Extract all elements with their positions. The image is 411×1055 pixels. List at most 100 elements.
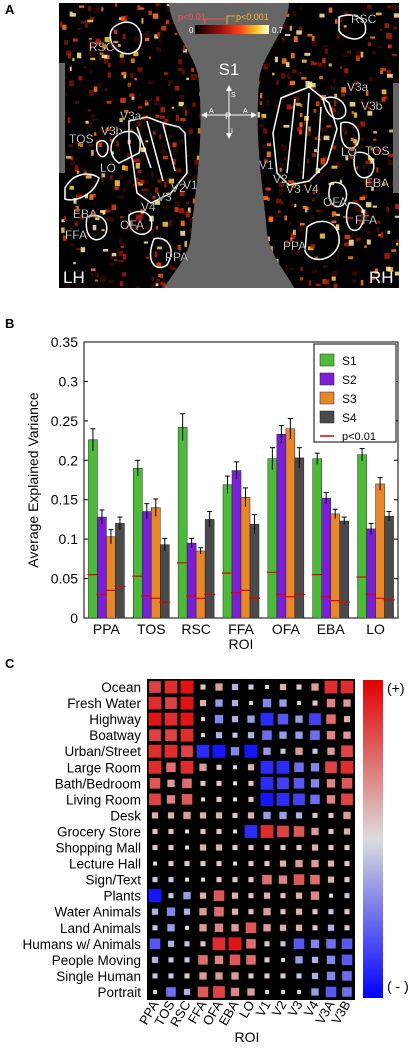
heatmap-cell (344, 716, 350, 722)
activation-speck (309, 280, 311, 286)
heatmap-cell (184, 861, 189, 866)
heatmap-cell (167, 780, 174, 787)
activation-speck (322, 58, 325, 63)
heatmap-cell (312, 925, 317, 930)
activation-speck (356, 55, 360, 58)
activation-speck (323, 45, 328, 47)
heatmap-cell (343, 732, 350, 739)
activation-speck (148, 80, 154, 84)
activation-speck (348, 256, 353, 259)
x-tick-label: LO (366, 621, 385, 637)
activation-speck (283, 24, 287, 29)
activation-speck (109, 263, 114, 266)
activation-speck (136, 163, 140, 169)
activation-speck (157, 247, 162, 250)
activation-speck (115, 3, 117, 7)
activation-speck (160, 116, 165, 119)
activation-speck (145, 100, 148, 103)
activation-speck (100, 276, 106, 282)
activation-speck (329, 63, 332, 66)
activation-speck (324, 63, 326, 69)
activation-speck (180, 231, 185, 236)
row-label: Living Room (66, 792, 141, 807)
activation-speck (81, 21, 86, 23)
heatmap-cell (277, 793, 290, 806)
heatmap-cell (325, 761, 337, 773)
heatmap-cell (149, 713, 162, 726)
heatmap-cell (245, 745, 258, 758)
activation-speck (332, 277, 336, 281)
heatmap-cell (329, 894, 333, 898)
heatmap-cell (213, 745, 226, 758)
activation-speck (281, 73, 285, 78)
heatmap-cell (295, 860, 302, 867)
activation-speck (275, 104, 277, 109)
y-tick-label: 0.1 (59, 531, 79, 547)
heatmap-cell (312, 957, 318, 963)
x-tick-label: TOS (137, 621, 166, 637)
activation-speck (156, 279, 160, 281)
heatmap-cell (200, 700, 206, 706)
heatmap-cell (263, 699, 271, 707)
activation-speck (71, 161, 75, 166)
activation-speck (395, 216, 399, 218)
activation-speck (387, 74, 393, 78)
row-label: Sign/Text (85, 873, 141, 888)
activation-speck (347, 217, 353, 219)
activation-speck (120, 98, 126, 103)
label-ppa-right: PPA (283, 239, 306, 253)
label-v4-right: V4 (304, 182, 319, 196)
activation-speck (118, 44, 121, 47)
heatmap-cell (343, 812, 350, 819)
heatmap-cell (165, 729, 177, 741)
heatmap-cell (166, 763, 176, 773)
heatmap-cell (216, 732, 222, 738)
activation-speck (119, 175, 122, 179)
activation-speck (181, 221, 185, 227)
heatmap-cell (278, 714, 289, 725)
row-label: Humans w/ Animals (22, 937, 141, 952)
heatmap-cell (296, 973, 301, 978)
heatmap-cell (149, 761, 162, 774)
heatmap-cell (152, 973, 157, 978)
activation-speck (313, 109, 316, 113)
heatmap-cell (152, 877, 157, 882)
activation-speck (164, 119, 167, 123)
activation-speck (75, 165, 78, 169)
activation-speck (119, 251, 124, 256)
activation-speck (393, 78, 398, 81)
activation-speck (324, 136, 330, 140)
heatmap-cell (310, 795, 320, 805)
heatmap-cell (198, 987, 209, 998)
heatmap-cell (165, 697, 177, 709)
activation-speck (373, 139, 376, 141)
bar-s1 (313, 459, 322, 618)
heatmap-cell (281, 958, 285, 962)
heatmap-cell (167, 795, 175, 803)
row-label: Portrait (97, 985, 141, 1000)
activation-speck (69, 244, 74, 247)
activation-speck (98, 83, 101, 88)
activation-speck (329, 8, 333, 13)
activation-speck (166, 20, 169, 25)
activation-speck (186, 78, 189, 80)
activation-speck (137, 67, 143, 71)
activation-speck (344, 25, 347, 27)
activation-speck (278, 210, 281, 213)
activation-speck (332, 87, 335, 90)
activation-speck (325, 279, 330, 284)
activation-speck (107, 101, 112, 104)
heatmap-cell (152, 909, 158, 915)
activation-speck (267, 143, 271, 146)
activation-speck (268, 188, 270, 191)
activation-speck (394, 6, 399, 10)
activation-speck (334, 216, 337, 219)
activation-speck (129, 93, 134, 97)
heatmap-cell (263, 748, 270, 755)
heatmap-cell (311, 779, 319, 787)
y-tick-label: 0.25 (51, 413, 78, 429)
heatmap-cell (248, 845, 253, 850)
heatmap-cell (248, 684, 253, 689)
activation-speck (299, 122, 302, 127)
activation-speck (76, 248, 80, 250)
